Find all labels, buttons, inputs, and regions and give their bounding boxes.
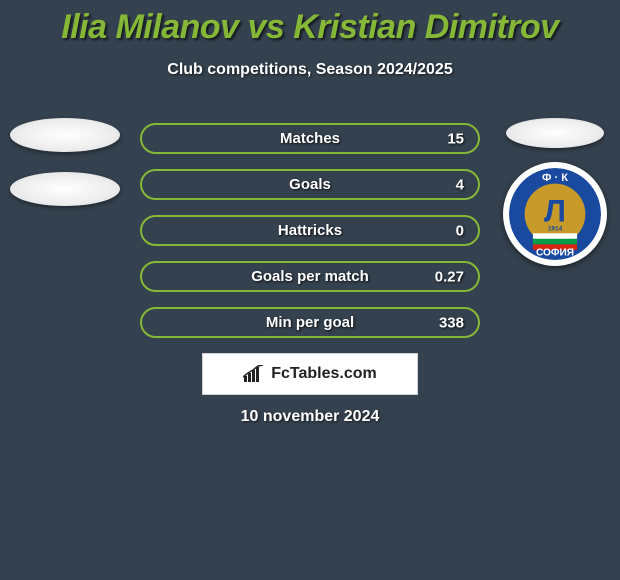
stat-value-right: 338 bbox=[439, 314, 464, 331]
stat-row: Goals per match 0.27 bbox=[140, 261, 480, 292]
player-photo-placeholder bbox=[10, 172, 120, 206]
right-player-column: Ф · К СОФИЯ Л 1914 bbox=[496, 118, 614, 266]
player-photo-placeholder bbox=[506, 118, 604, 148]
stat-label: Goals bbox=[289, 176, 331, 193]
brand-box: FcTables.com bbox=[202, 353, 418, 395]
stat-value-right: 15 bbox=[447, 130, 464, 147]
stat-row: Min per goal 338 bbox=[140, 307, 480, 338]
left-player-column bbox=[6, 118, 124, 226]
page-title: Ilia Milanov vs Kristian Dimitrov bbox=[0, 0, 620, 47]
chart-icon bbox=[243, 365, 265, 383]
stat-row: Matches 15 bbox=[140, 123, 480, 154]
badge-year: 1914 bbox=[548, 226, 563, 233]
stat-label: Min per goal bbox=[266, 314, 354, 331]
stat-row: Hattricks 0 bbox=[140, 215, 480, 246]
badge-letter: Л bbox=[544, 193, 566, 228]
stat-value-right: 0.27 bbox=[435, 268, 464, 285]
date-text: 10 november 2024 bbox=[0, 408, 620, 426]
stats-list: Matches 15 Goals 4 Hattricks 0 Goals per… bbox=[140, 123, 480, 353]
comparison-infographic: Ilia Milanov vs Kristian Dimitrov Club c… bbox=[0, 0, 620, 580]
club-badge-graphic: Ф · К СОФИЯ Л 1914 bbox=[509, 168, 601, 260]
brand-text: FcTables.com bbox=[271, 365, 377, 383]
stat-value-right: 0 bbox=[456, 222, 464, 239]
badge-text-top: Ф · К bbox=[542, 172, 568, 184]
stat-row: Goals 4 bbox=[140, 169, 480, 200]
subtitle: Club competitions, Season 2024/2025 bbox=[0, 61, 620, 79]
stat-label: Goals per match bbox=[251, 268, 369, 285]
badge-text-bottom: СОФИЯ bbox=[536, 247, 574, 258]
stat-label: Hattricks bbox=[278, 222, 342, 239]
stat-label: Matches bbox=[280, 130, 340, 147]
club-badge: Ф · К СОФИЯ Л 1914 bbox=[503, 162, 607, 266]
player-photo-placeholder bbox=[10, 118, 120, 152]
stat-value-right: 4 bbox=[456, 176, 464, 193]
